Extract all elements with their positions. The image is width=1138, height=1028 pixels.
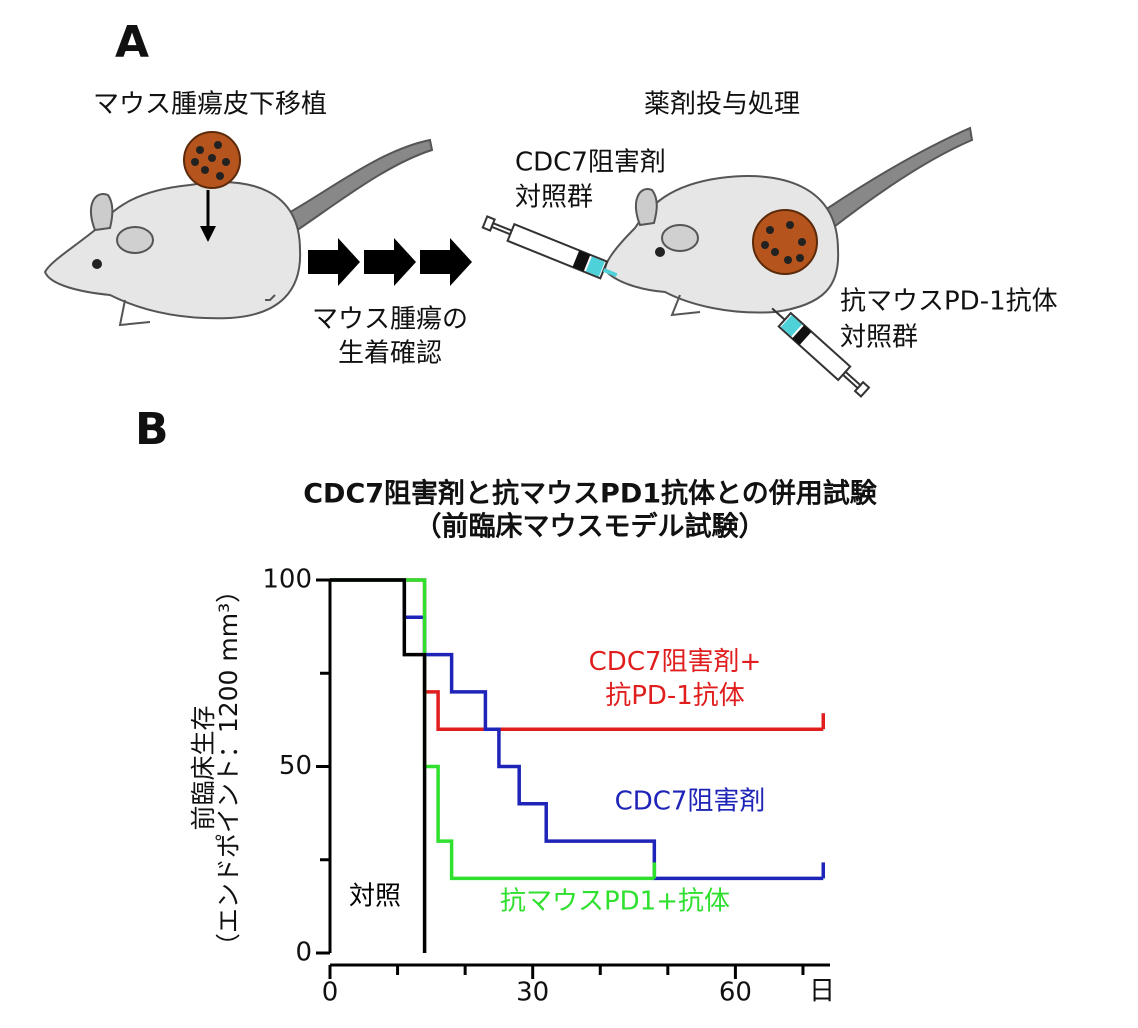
x-tick-label: 0	[322, 978, 339, 1008]
panel-label: B	[135, 404, 169, 455]
chart-title: CDC7阻害剤と抗マウスPD1抗体との併用試験	[303, 478, 878, 510]
tumor	[752, 209, 818, 275]
chart-subtitle: （前臨床マウスモデル試験）	[415, 511, 766, 543]
x-tick-label: 30	[516, 978, 549, 1008]
step-label: マウス腫瘍皮下移植	[93, 90, 327, 120]
survival-line	[330, 578, 824, 881]
x-tick-label: 60	[719, 978, 752, 1008]
y-axis-label: （エンドポイント：1200 mm³）	[214, 578, 243, 958]
series-label: 抗マウスPD1+抗体	[500, 887, 730, 917]
mouse	[43, 138, 434, 327]
series-label: CDC7阻害剤	[615, 787, 766, 817]
y-tick-label: 0	[295, 938, 312, 968]
survival-line	[330, 578, 655, 881]
panel-label: A	[115, 17, 149, 68]
x-axis-unit: 日	[809, 977, 835, 1007]
y-axis-label: 前臨床生存	[189, 705, 218, 830]
series-label: CDC7阻害剤+抗PD-1抗体	[589, 647, 762, 711]
drug-label: 抗マウスPD-1抗体	[840, 287, 1058, 317]
y-tick-label: 100	[262, 565, 312, 595]
confirm-label: 生着確認	[338, 339, 442, 369]
step-label: 薬剤投与処理	[644, 90, 800, 120]
drug-label: 対照群	[515, 183, 593, 213]
drug-label: 対照群	[840, 323, 918, 353]
drug-label: CDC7阻害剤	[515, 148, 666, 178]
y-tick-label: 50	[279, 751, 312, 781]
tumor	[183, 131, 241, 189]
survival-line	[330, 578, 427, 953]
syringe	[771, 307, 871, 398]
confirm-label: マウス腫瘍の	[312, 305, 468, 335]
series-label: 対照	[349, 882, 401, 912]
process-arrows	[308, 238, 472, 286]
arrow	[200, 190, 216, 242]
syringe	[481, 215, 618, 280]
